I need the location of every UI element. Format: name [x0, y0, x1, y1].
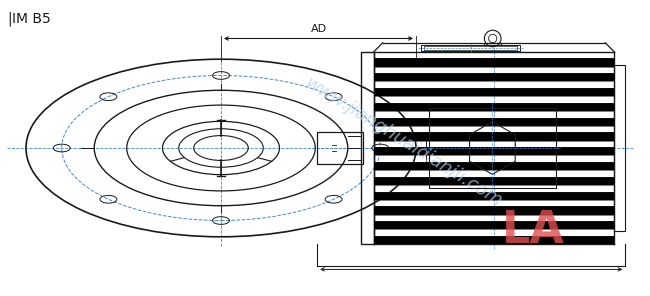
Bar: [374, 207, 614, 215]
Text: www.jianghuaidianjii.com: www.jianghuaidianjii.com: [301, 74, 505, 210]
Text: LA: LA: [502, 209, 564, 252]
Bar: [374, 221, 614, 229]
Bar: [374, 88, 614, 96]
Bar: [374, 147, 614, 155]
Bar: [374, 73, 614, 81]
Bar: [374, 236, 614, 244]
Bar: [374, 162, 614, 170]
Bar: [374, 133, 614, 141]
Bar: [374, 59, 614, 67]
Text: |: |: [7, 12, 12, 27]
Bar: [429, 108, 556, 188]
Bar: [424, 46, 517, 50]
Bar: [374, 192, 614, 200]
Bar: [374, 177, 614, 185]
Bar: [374, 118, 614, 126]
Text: IM B5: IM B5: [12, 12, 51, 26]
Bar: [614, 65, 625, 231]
Bar: [421, 45, 520, 51]
Text: AD: AD: [311, 25, 326, 34]
Bar: [361, 52, 374, 244]
Bar: [317, 132, 363, 164]
Bar: [374, 103, 614, 111]
